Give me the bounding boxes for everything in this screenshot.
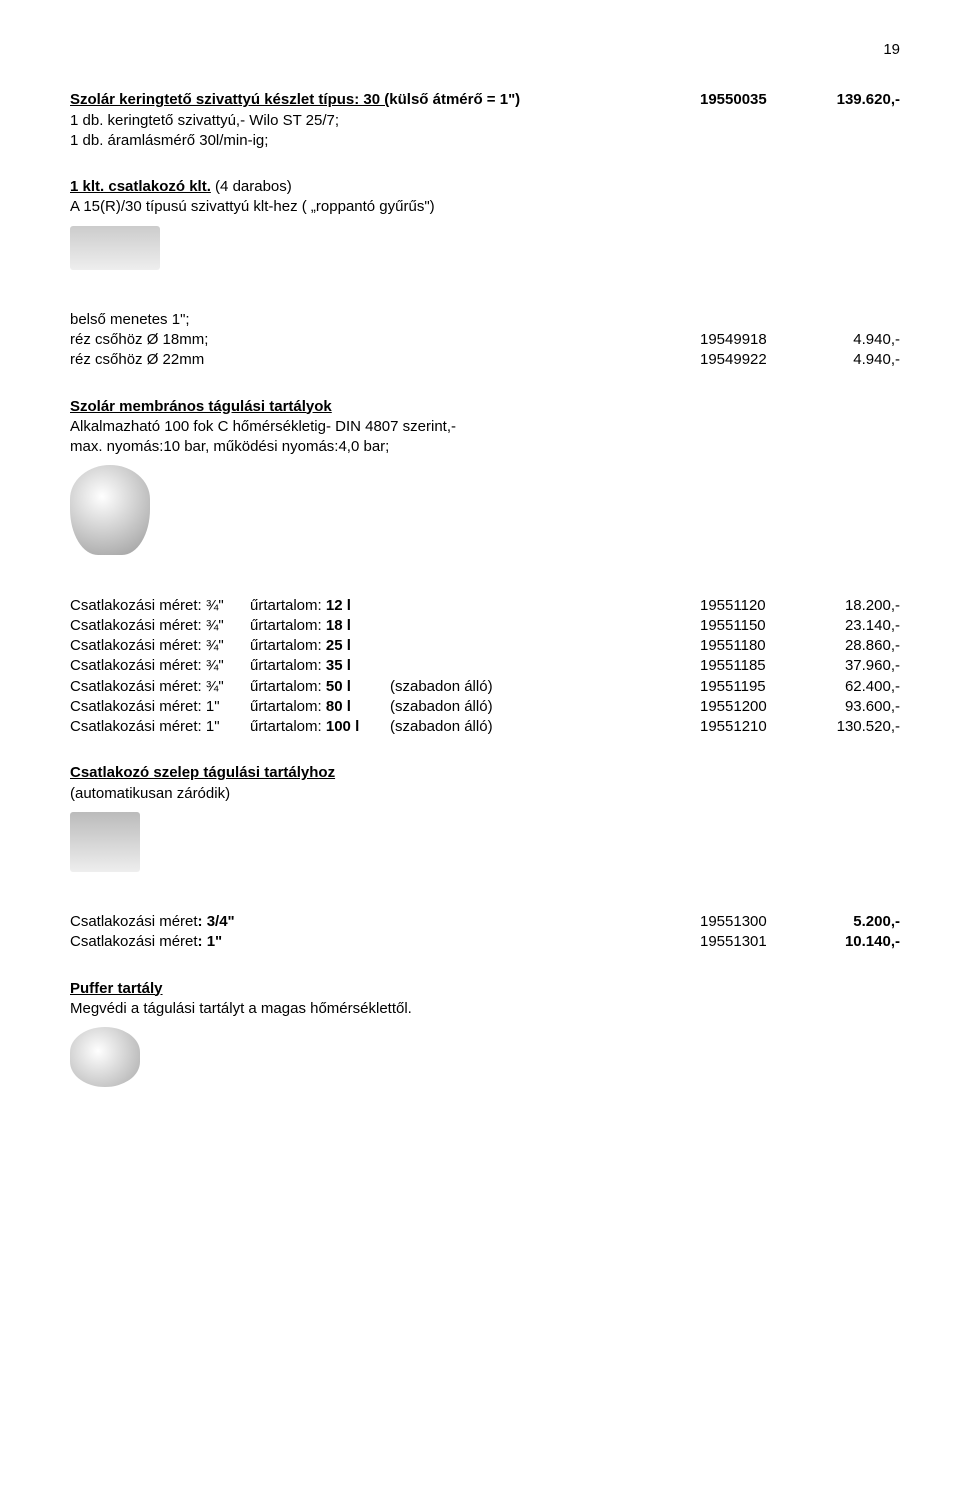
header-code: 19550035	[690, 90, 810, 110]
tag-size-3: Csatlakozási méret: ¾"	[70, 656, 250, 676]
tag-caplabel-4: űrtartalom:	[250, 678, 322, 695]
puffer-title: Puffer tartály	[70, 979, 900, 999]
tag-extra-1	[390, 616, 690, 636]
szelep-price-0: 5.200,-	[810, 912, 900, 932]
header-title-suffix: külső átmérő = 1")	[389, 91, 520, 108]
tag-code-0: 19551120	[690, 596, 810, 616]
tag-code-1: 19551150	[690, 616, 810, 636]
tag-size-6: Csatlakozási méret: 1"	[70, 717, 250, 737]
tag-code-5: 19551200	[690, 697, 810, 717]
puffer-section: Puffer tartály Megvédi a tágulási tartál…	[70, 979, 900, 1020]
menetes-row-0: réz csőhöz Ø 18mm; 19549918 4.940,-	[70, 330, 900, 350]
tag-size-1: Csatlakozási méret: ¾"	[70, 616, 250, 636]
tag-price-1: 23.140,-	[810, 616, 900, 636]
szelep-label-prefix-1: Csatlakozási méret	[70, 933, 198, 950]
tank-image	[70, 465, 150, 555]
tag-price-6: 130.520,-	[810, 717, 900, 737]
szelep-row-0: Csatlakozási méret: 3/4" 19551300 5.200,…	[70, 912, 900, 932]
szelep-label-suffix-1: : 1"	[198, 933, 223, 950]
tagulasi-desc2: max. nyomás:10 bar, működési nyomás:4,0 …	[70, 437, 900, 457]
puffer-desc: Megvédi a tágulási tartályt a magas hőmé…	[70, 999, 900, 1019]
menetes-label-1: réz csőhöz Ø 22mm	[70, 350, 690, 370]
tag-code-3: 19551185	[690, 656, 810, 676]
tag-capval-1: 18 l	[326, 617, 351, 634]
tag-size-2: Csatlakozási méret: ¾"	[70, 636, 250, 656]
tagulasi-desc1: Alkalmazható 100 fok C hőmérsékletig- DI…	[70, 417, 900, 437]
tag-code-6: 19551210	[690, 717, 810, 737]
csatlakozo-line2: A 15(R)/30 típusú szivattyú klt-hez ( „r…	[70, 197, 900, 217]
szelep-row-1: Csatlakozási méret: 1" 19551301 10.140,-	[70, 932, 900, 952]
tag-row-0: Csatlakozási méret: ¾" űrtartalom: 12 l …	[70, 596, 900, 616]
tagulasi-list: Csatlakozási méret: ¾" űrtartalom: 12 l …	[70, 596, 900, 738]
menetes-line1: belső menetes 1";	[70, 310, 900, 330]
header-title-prefix: Szolár keringtető szivattyú készlet típu…	[70, 91, 389, 108]
tag-caplabel-3: űrtartalom:	[250, 657, 322, 674]
tag-capval-5: 80 l	[326, 698, 351, 715]
tag-capval-2: 25 l	[326, 637, 351, 654]
szelep-list: Csatlakozási méret: 3/4" 19551300 5.200,…	[70, 912, 900, 953]
szelep-title: Csatlakozó szelep tágulási tartályhoz	[70, 763, 900, 783]
menetes-row-1: réz csőhöz Ø 22mm 19549922 4.940,-	[70, 350, 900, 370]
header-row: Szolár keringtető szivattyú készlet típu…	[70, 90, 900, 110]
tag-row-4: Csatlakozási méret: ¾" űrtartalom: 50 l …	[70, 677, 900, 697]
tag-caplabel-0: űrtartalom:	[250, 597, 322, 614]
tag-capval-3: 35 l	[326, 657, 351, 674]
header-line1: 1 db. keringtető szivattyú,- Wilo ST 25/…	[70, 111, 900, 131]
tag-caplabel-1: űrtartalom:	[250, 617, 322, 634]
tag-row-3: Csatlakozási méret: ¾" űrtartalom: 35 l …	[70, 656, 900, 676]
buffer-image	[70, 1027, 140, 1087]
menetes-price-0: 4.940,-	[810, 330, 900, 350]
tag-extra-3	[390, 656, 690, 676]
tag-extra-6: (szabadon álló)	[390, 717, 690, 737]
tag-row-5: Csatlakozási méret: 1" űrtartalom: 80 l …	[70, 697, 900, 717]
tag-code-4: 19551195	[690, 677, 810, 697]
szelep-section: Csatlakozó szelep tágulási tartályhoz (a…	[70, 763, 900, 804]
szelep-desc: (automatikusan záródik)	[70, 784, 900, 804]
tag-capval-4: 50 l	[326, 678, 351, 695]
tag-extra-0	[390, 596, 690, 616]
tag-extra-4: (szabadon álló)	[390, 677, 690, 697]
szelep-code-1: 19551301	[690, 932, 810, 952]
header-price: 139.620,-	[810, 90, 900, 110]
tag-size-4: Csatlakozási méret: ¾"	[70, 677, 250, 697]
szelep-label-suffix-0: : 3/4"	[198, 913, 235, 930]
menetes-code-0: 19549918	[690, 330, 810, 350]
menetes-label-0: réz csőhöz Ø 18mm;	[70, 330, 690, 350]
tag-price-4: 62.400,-	[810, 677, 900, 697]
tag-caplabel-5: űrtartalom:	[250, 698, 322, 715]
tag-code-2: 19551180	[690, 636, 810, 656]
szelep-label-prefix-0: Csatlakozási méret	[70, 913, 198, 930]
menetes-code-1: 19549922	[690, 350, 810, 370]
csatlakozo-section: 1 klt. csatlakozó klt. (4 darabos) A 15(…	[70, 177, 900, 218]
tag-extra-2	[390, 636, 690, 656]
header-line2: 1 db. áramlásmérő 30l/min-ig;	[70, 131, 900, 151]
tag-price-2: 28.860,-	[810, 636, 900, 656]
tag-price-0: 18.200,-	[810, 596, 900, 616]
szelep-code-0: 19551300	[690, 912, 810, 932]
tag-capval-6: 100 l	[326, 718, 359, 735]
tag-size-5: Csatlakozási méret: 1"	[70, 697, 250, 717]
fitting-image	[70, 226, 160, 270]
tag-extra-5: (szabadon álló)	[390, 697, 690, 717]
tag-price-3: 37.960,-	[810, 656, 900, 676]
tag-row-1: Csatlakozási méret: ¾" űrtartalom: 18 l …	[70, 616, 900, 636]
page-number: 19	[70, 40, 900, 60]
tag-caplabel-2: űrtartalom:	[250, 637, 322, 654]
tag-row-2: Csatlakozási méret: ¾" űrtartalom: 25 l …	[70, 636, 900, 656]
tag-capval-0: 12 l	[326, 597, 351, 614]
menetes-price-1: 4.940,-	[810, 350, 900, 370]
tag-price-5: 93.600,-	[810, 697, 900, 717]
tag-caplabel-6: űrtartalom:	[250, 718, 322, 735]
csatlakozo-desc: (4 darabos)	[211, 178, 292, 195]
menetes-section: belső menetes 1"; réz csőhöz Ø 18mm; 195…	[70, 310, 900, 371]
tag-size-0: Csatlakozási méret: ¾"	[70, 596, 250, 616]
tagulasi-section: Szolár membrános tágulási tartályok Alka…	[70, 397, 900, 458]
szelep-price-1: 10.140,-	[810, 932, 900, 952]
tag-row-6: Csatlakozási méret: 1" űrtartalom: 100 l…	[70, 717, 900, 737]
tagulasi-title: Szolár membrános tágulási tartályok	[70, 397, 900, 417]
valve-image	[70, 812, 140, 872]
csatlakozo-label: 1 klt. csatlakozó klt.	[70, 178, 211, 195]
